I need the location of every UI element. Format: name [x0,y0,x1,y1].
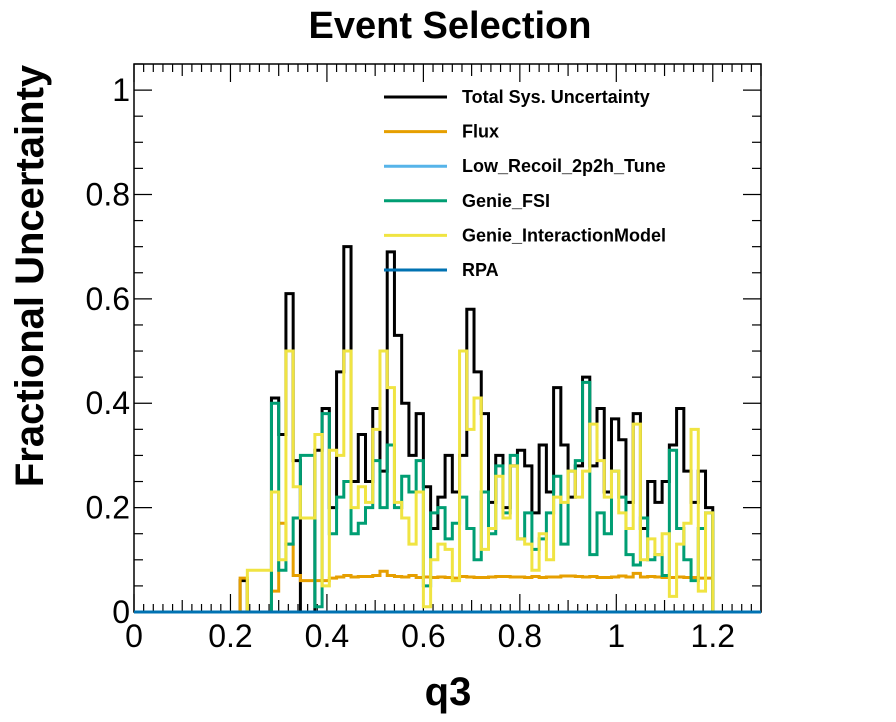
legend-label: Genie_FSI [462,191,550,211]
series-line-genie-interactionmodel [134,349,761,614]
x-tick-label: 1 [607,618,625,654]
y-axis-label: Fractional Uncertainty [8,64,52,487]
x-tick-label: 0.8 [498,618,542,654]
x-tick-label: 0 [125,618,143,654]
legend-label: RPA [462,260,499,280]
y-tick-label: 0.2 [86,490,130,526]
plot-area: 0 0.2 0.4 0.6 0.8 1 1.2 0 0.2 0.4 0.6 0.8 1 [86,63,762,654]
y-tick-label: 0 [112,594,130,630]
chart-title: Event Selection [309,5,592,47]
y-tick-label: 0.4 [86,385,130,421]
x-tick-label: 0.4 [305,618,349,654]
plot-frame [133,63,762,613]
series-line-flux [134,521,761,614]
y-tick-label: 1 [112,72,130,108]
y-tick-label: 0.6 [86,281,130,317]
legend-label: Genie_InteractionModel [462,225,666,245]
legend: Total Sys. Uncertainty Flux Low_Recoil_2p2… [384,87,666,280]
x-axis-label: q3 [425,670,472,714]
legend-label: Total Sys. Uncertainty [462,87,650,107]
x-tick-label: 0.6 [401,618,445,654]
series-line-total-sys-uncertainty [134,245,761,614]
y-tick-label: 0.8 [86,176,130,212]
x-tick-label: 0.2 [208,618,252,654]
x-tick-label: 1.2 [691,618,735,654]
legend-label: Flux [462,122,499,142]
legend-label: Low_Recoil_2p2h_Tune [462,156,666,176]
